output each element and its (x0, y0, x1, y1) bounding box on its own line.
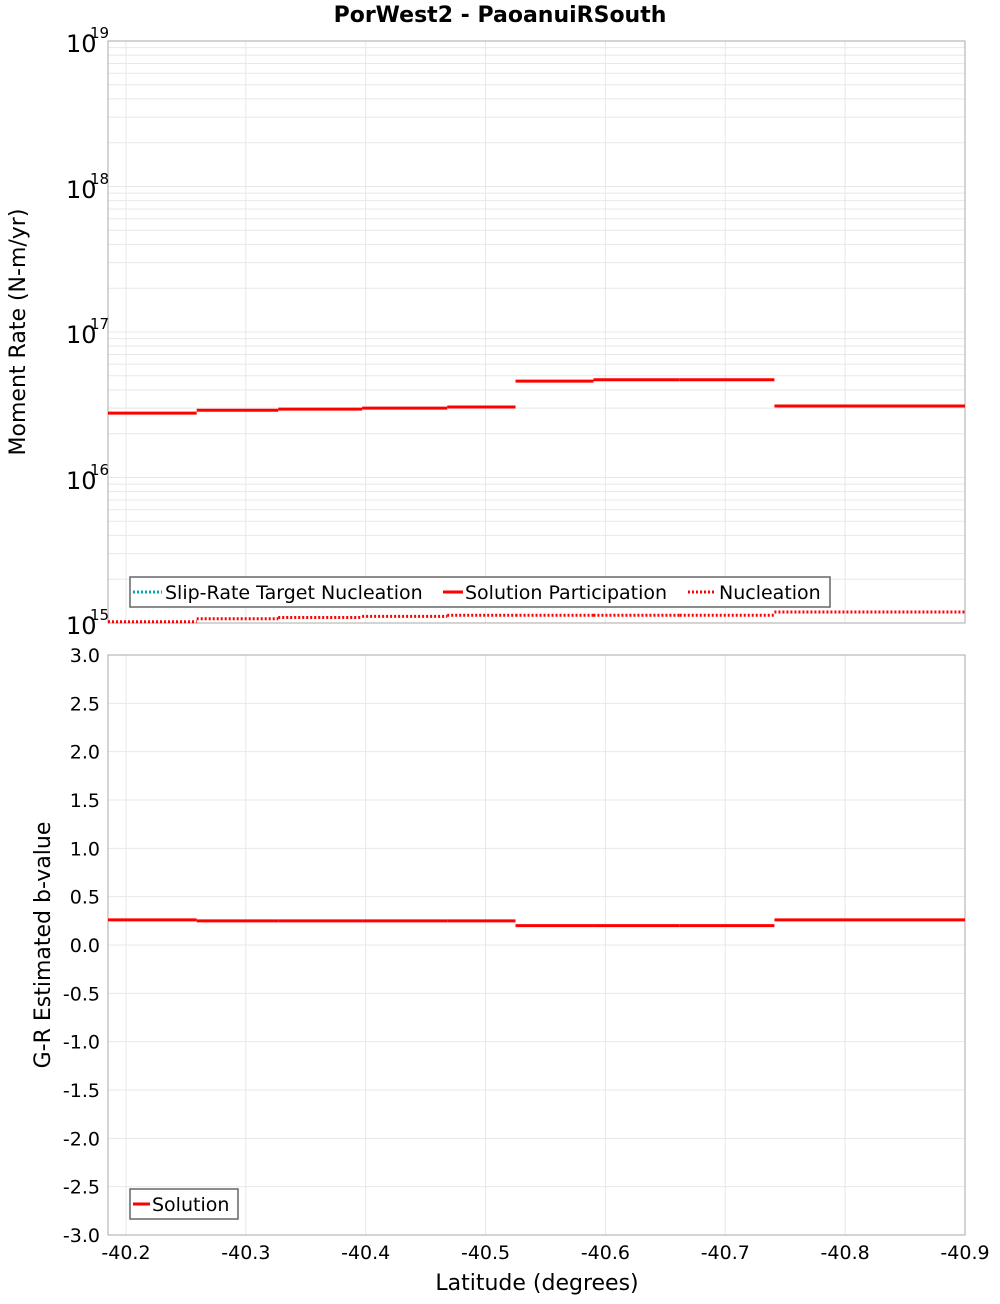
bottom-plot: 3.0 2.5 2.0 1.5 1.0 0.5 0.0 -0.5 -1.0 -1.5 -2.0 -2.… (31, 645, 990, 1296)
x-ticks: -40.2 -40.3 -40.4 -40.5 -40.6 -40.7 -40.8 -40.9 (101, 1242, 989, 1264)
legend-participation-label: Solution Participation (465, 582, 667, 604)
svg-text:16: 16 (90, 461, 109, 479)
svg-text:1.5: 1.5 (70, 790, 100, 812)
top-y-axis-label: Moment Rate (N-m/yr) (6, 209, 31, 456)
svg-text:-0.5: -0.5 (63, 983, 100, 1005)
top-legend: Slip-Rate Target Nucleation Solution Par… (130, 577, 830, 607)
bottom-y-ticks: 3.0 2.5 2.0 1.5 1.0 0.5 0.0 -0.5 -1.0 -1.5 -2.0 -2.… (63, 645, 100, 1247)
svg-text:-2.5: -2.5 (63, 1177, 100, 1199)
top-plot: 1019 1018 1017 1016 1015 Moment Rate (N-… (6, 24, 965, 640)
bottom-y-axis-label: G-R Estimated b-value (31, 822, 56, 1069)
svg-text:2.5: 2.5 (70, 693, 100, 715)
svg-text:0.5: 0.5 (70, 887, 100, 909)
svg-text:17: 17 (90, 315, 109, 333)
svg-text:2.0: 2.0 (70, 742, 100, 764)
svg-text:-3.0: -3.0 (63, 1225, 100, 1247)
legend-nucleation-label: Nucleation (719, 582, 821, 604)
svg-text:-40.4: -40.4 (341, 1242, 390, 1264)
chart-root: PorWest2 - PaoanuiRSouth 1019 1018 1017 … (0, 0, 1000, 1300)
bottom-legend: Solution (130, 1189, 238, 1219)
x-axis-label: Latitude (degrees) (435, 1271, 638, 1296)
svg-text:0.0: 0.0 (70, 935, 100, 957)
svg-text:-40.8: -40.8 (821, 1242, 870, 1264)
svg-text:15: 15 (90, 606, 109, 624)
svg-text:-40.6: -40.6 (581, 1242, 630, 1264)
svg-text:-1.0: -1.0 (63, 1032, 100, 1054)
svg-text:19: 19 (90, 24, 109, 42)
chart-title: PorWest2 - PaoanuiRSouth (334, 3, 667, 28)
svg-text:-2.0: -2.0 (63, 1128, 100, 1150)
svg-text:-1.5: -1.5 (63, 1080, 100, 1102)
top-y-ticks: 1019 1018 1017 1016 1015 (66, 24, 109, 640)
svg-text:3.0: 3.0 (70, 645, 100, 667)
svg-text:-40.3: -40.3 (221, 1242, 270, 1264)
svg-text:-40.2: -40.2 (101, 1242, 150, 1264)
svg-text:1.0: 1.0 (70, 838, 100, 860)
svg-text:18: 18 (90, 170, 109, 188)
legend-solution-label: Solution (152, 1194, 229, 1216)
svg-text:-40.7: -40.7 (701, 1242, 750, 1264)
svg-text:-40.5: -40.5 (461, 1242, 510, 1264)
legend-target-label: Slip-Rate Target Nucleation (165, 582, 423, 604)
svg-text:-40.9: -40.9 (940, 1242, 989, 1264)
